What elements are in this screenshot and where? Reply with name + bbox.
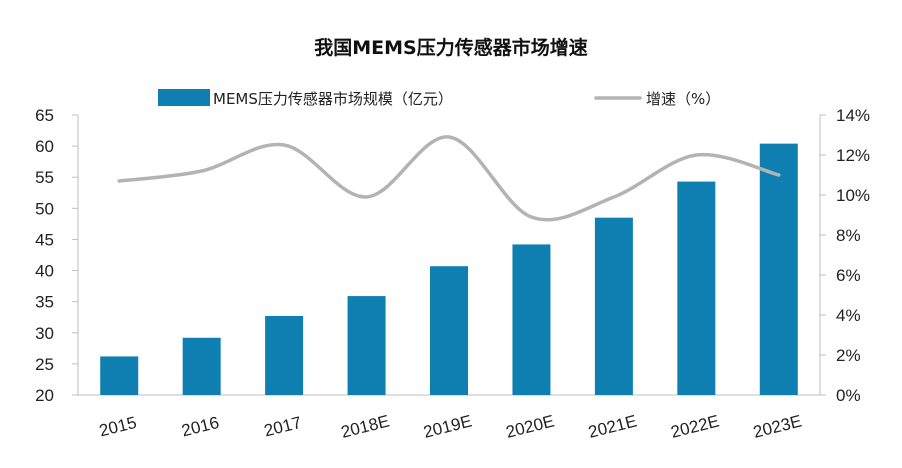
x-tick-label: 2021E <box>586 411 638 441</box>
x-tick-label: 2022E <box>669 411 721 441</box>
right-tick-label: 6% <box>836 266 861 285</box>
left-tick-label: 20 <box>35 386 54 405</box>
x-tick-label: 2015 <box>97 413 138 441</box>
bar-2020E <box>512 244 551 395</box>
bar-2016 <box>182 337 221 395</box>
right-tick-label: 0% <box>836 386 861 405</box>
right-tick-label: 12% <box>836 146 870 165</box>
left-tick-label: 60 <box>35 137 54 156</box>
chart-title: 我国MEMS压力传感器市场增速 <box>314 36 587 59</box>
legend-bar-swatch <box>158 89 210 106</box>
bars <box>100 143 798 395</box>
left-tick-label: 25 <box>35 355 54 374</box>
left-tick-label: 35 <box>35 293 54 312</box>
bar-2022E <box>677 181 716 395</box>
x-tick-label: 2019E <box>422 411 474 441</box>
right-tick-label: 10% <box>836 186 870 205</box>
x-tick-label: 2017 <box>262 413 303 441</box>
left-tick-label: 40 <box>35 262 54 281</box>
legend: MEMS压力传感器市场规模（亿元） 增速（%） <box>158 89 720 108</box>
left-tick-label: 45 <box>35 230 54 249</box>
left-tick-label: 65 <box>35 106 54 125</box>
axes: 20 25 30 35 40 45 50 55 60 65 0% 2% 4% 6% 8% 10% 12% 14% <box>35 106 870 405</box>
legend-line-label: 增速（%） <box>646 90 720 108</box>
x-tick-label: 2018E <box>339 411 391 441</box>
bar-2019E <box>430 266 468 395</box>
x-axis-labels: 2015 2016 2017 2018E 2019E 2020E 2021E 2022E 202… <box>97 411 803 441</box>
legend-bar-label: MEMS压力传感器市场规模（亿元） <box>213 90 453 108</box>
right-tick-label: 14% <box>836 106 870 125</box>
bar-2023E <box>759 143 798 395</box>
right-tick-label: 4% <box>836 306 861 325</box>
bar-2018E <box>347 296 386 395</box>
growth-line-path <box>117 135 781 222</box>
bar-2015 <box>100 356 139 395</box>
bar-2017 <box>265 315 304 395</box>
x-tick-label: 2016 <box>180 413 221 441</box>
x-tick-label: 2020E <box>504 411 556 441</box>
right-tick-label: 2% <box>836 346 861 365</box>
left-tick-label: 50 <box>35 199 54 218</box>
left-tick-label: 55 <box>35 168 54 187</box>
x-tick-label: 2023E <box>751 411 803 441</box>
growth-line <box>117 135 781 222</box>
bar-2021E <box>594 217 633 395</box>
left-tick-label: 30 <box>35 324 54 343</box>
right-tick-label: 8% <box>836 226 861 245</box>
